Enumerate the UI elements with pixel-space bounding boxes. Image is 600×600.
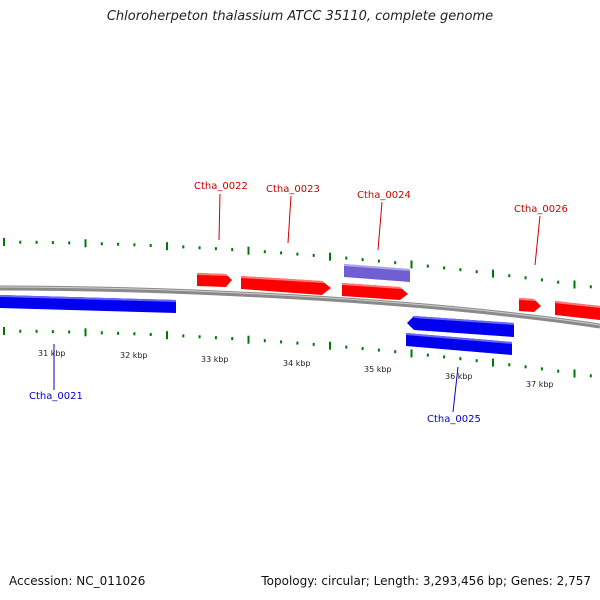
scale-label-32kbp: 32 kbp [120, 351, 148, 360]
gene-ctha-0021-shade [0, 295, 176, 302]
gene-labels: Ctha_0021 Ctha_0022 Ctha_0023 Ctha_0024 … [29, 181, 568, 425]
upper-tick-row [3, 238, 592, 289]
label-leader-lines [53, 193, 541, 413]
scale-label-35kbp: 35 kbp [364, 365, 392, 374]
gene-label-ctha-0025[interactable]: Ctha_0025 [427, 414, 481, 425]
scale-label-37kbp: 37 kbp [526, 380, 554, 389]
scale-label-36kbp: 36 kbp [445, 372, 473, 381]
genome-summary-text: Topology: circular; Length: 3,293,456 bp… [261, 574, 591, 588]
gene-label-ctha-0021[interactable]: Ctha_0021 [29, 391, 83, 402]
scale-label-34kbp: 34 kbp [283, 359, 311, 368]
gene-label-ctha-0023[interactable]: Ctha_0023 [266, 184, 320, 195]
gene-label-ctha-0026[interactable]: Ctha_0026 [514, 204, 568, 215]
scale-label-33kbp: 33 kbp [201, 355, 229, 364]
gene-ctha-0023[interactable] [241, 276, 331, 295]
gene-label-ctha-0022[interactable]: Ctha_0022 [194, 181, 248, 192]
gene-ctha-0024-variant[interactable] [344, 264, 410, 282]
gene-ctha-0022[interactable] [197, 273, 232, 287]
genome-backbone-highlight [0, 286, 600, 326]
gene-ctha-0025[interactable] [406, 316, 514, 355]
map-title: Chloroherpeton thalassium ATCC 35110, co… [106, 9, 494, 24]
genome-backbone [0, 285, 600, 329]
gene-ctha-0024[interactable] [342, 283, 408, 300]
scale-label-31kbp: 31 kbp [38, 349, 66, 358]
lower-tick-row [3, 327, 592, 378]
gene-label-ctha-0024[interactable]: Ctha_0024 [357, 190, 411, 201]
scale-labels: 31 kbp 32 kbp 33 kbp 34 kbp 35 kbp 36 kb… [38, 349, 554, 389]
accession-text: Accession: NC_011026 [9, 574, 146, 588]
gene-ctha-0026[interactable] [519, 298, 600, 320]
